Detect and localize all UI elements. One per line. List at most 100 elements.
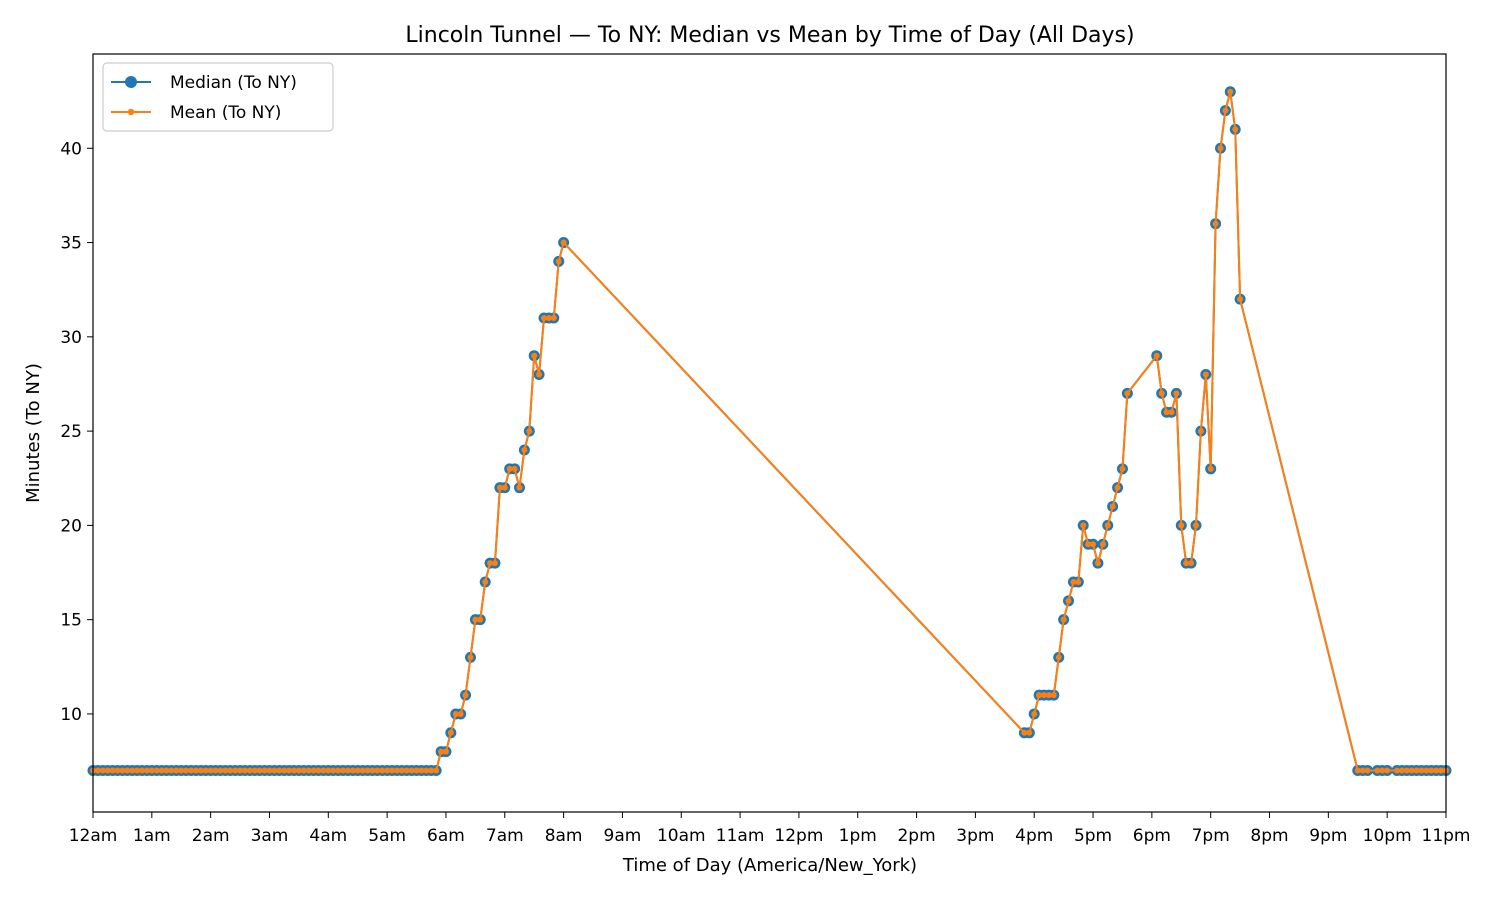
- mean-point: [261, 767, 268, 774]
- mean-point: [1153, 352, 1160, 359]
- mean-point: [281, 767, 288, 774]
- mean-point: [1197, 428, 1204, 435]
- mean-point: [1031, 710, 1038, 717]
- mean-point: [1428, 767, 1435, 774]
- mean-point: [1114, 484, 1121, 491]
- legend-median-marker: [125, 76, 137, 88]
- mean-point: [251, 767, 258, 774]
- mean-point: [344, 767, 351, 774]
- mean-point: [1202, 371, 1209, 378]
- mean-point: [330, 767, 337, 774]
- mean-point: [168, 767, 175, 774]
- y-tick-label: 40: [60, 139, 82, 159]
- mean-point: [183, 767, 190, 774]
- y-tick-label: 15: [60, 611, 82, 631]
- mean-point: [541, 314, 548, 321]
- x-tick-label: 5pm: [1074, 826, 1112, 846]
- mean-point: [477, 616, 484, 623]
- x-tick-label: 7am: [486, 826, 524, 846]
- mean-point: [369, 767, 376, 774]
- mean-point: [1124, 390, 1131, 397]
- mean-point: [212, 767, 219, 774]
- mean-point: [148, 767, 155, 774]
- mean-point: [139, 767, 146, 774]
- legend: Median (To NY) Mean (To NY): [102, 62, 334, 132]
- mean-point: [163, 767, 170, 774]
- mean-point: [398, 767, 405, 774]
- x-tick-label: 3pm: [956, 826, 994, 846]
- x-tick-label: 9pm: [1309, 826, 1347, 846]
- mean-point: [286, 767, 293, 774]
- mean-point: [1433, 767, 1440, 774]
- mean-point: [423, 767, 430, 774]
- mean-point: [457, 710, 464, 717]
- legend-mean-marker: [127, 108, 135, 116]
- mean-point: [1237, 296, 1244, 303]
- mean-point: [1379, 767, 1386, 774]
- mean-point: [1094, 560, 1101, 567]
- mean-point: [1227, 88, 1234, 95]
- mean-point: [467, 654, 474, 661]
- x-tick-label: 3am: [251, 826, 289, 846]
- x-tick-label: 8pm: [1250, 826, 1288, 846]
- mean-point: [516, 484, 523, 491]
- mean-point: [349, 767, 356, 774]
- legend-median-label: Median (To NY): [170, 73, 297, 93]
- legend-mean-label: Mean (To NY): [170, 103, 281, 123]
- mean-point: [237, 767, 244, 774]
- mean-point: [271, 767, 278, 774]
- mean-point: [393, 767, 400, 774]
- x-axis-label: Time of Day (America/New_York): [622, 855, 917, 876]
- mean-point: [560, 239, 567, 246]
- x-tick-label: 7pm: [1192, 826, 1230, 846]
- mean-point: [442, 748, 449, 755]
- mean-point: [1364, 767, 1371, 774]
- x-tick-label: 2am: [192, 826, 230, 846]
- mean-point: [266, 767, 273, 774]
- mean-point: [173, 767, 180, 774]
- mean-point: [1418, 767, 1425, 774]
- x-tick-label: 6pm: [1133, 826, 1171, 846]
- mean-point: [1188, 560, 1195, 567]
- mean-point: [447, 729, 454, 736]
- mean-point: [315, 767, 322, 774]
- mean-point: [1212, 220, 1219, 227]
- mean-point: [1163, 409, 1170, 416]
- mean-point: [246, 767, 253, 774]
- x-tick-label: 12am: [69, 826, 118, 846]
- mean-point: [129, 767, 136, 774]
- x-tick-label: 12pm: [774, 826, 823, 846]
- mean-point: [217, 767, 224, 774]
- chart-title: Lincoln Tunnel — To NY: Median vs Mean b…: [405, 23, 1134, 48]
- mean-point: [325, 767, 332, 774]
- mean-point: [94, 767, 101, 774]
- mean-point: [1090, 541, 1097, 548]
- mean-point: [491, 560, 498, 567]
- mean-point: [1168, 409, 1175, 416]
- mean-point: [472, 616, 479, 623]
- mean-point: [1075, 578, 1082, 585]
- mean-point: [291, 767, 298, 774]
- mean-point: [188, 767, 195, 774]
- mean-point: [207, 767, 214, 774]
- mean-point: [1232, 126, 1239, 133]
- mean-point: [1398, 767, 1405, 774]
- mean-point: [511, 465, 518, 472]
- mean-point: [1026, 729, 1033, 736]
- mean-point: [526, 428, 533, 435]
- mean-point: [389, 767, 396, 774]
- mean-point: [1050, 692, 1057, 699]
- legend-frame: [102, 62, 334, 132]
- mean-point: [550, 314, 557, 321]
- mean-point: [438, 748, 445, 755]
- mean-point: [300, 767, 307, 774]
- y-tick-label: 10: [60, 705, 82, 725]
- series-line-median: [93, 91, 1446, 772]
- mean-point: [227, 767, 234, 774]
- mean-point: [428, 767, 435, 774]
- plot-area: [87, 53, 1452, 813]
- axes-frame: [92, 53, 1447, 813]
- mean-point: [506, 465, 513, 472]
- x-tick-label: 10pm: [1363, 826, 1412, 846]
